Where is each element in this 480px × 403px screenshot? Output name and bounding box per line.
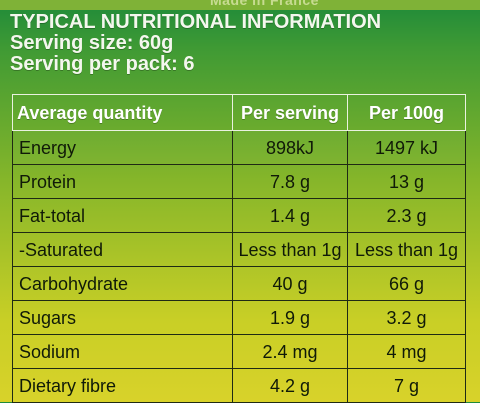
row-per-100g: 2.3 g	[347, 198, 466, 233]
header-per-serving: Per serving	[232, 94, 348, 131]
made-in-text: Made in France	[210, 0, 319, 8]
header-per-100g: Per 100g	[347, 94, 466, 131]
nutrition-table: Average quantity Per serving Per 100g En…	[12, 94, 466, 403]
nutrition-title: TYPICAL NUTRITIONAL INFORMATION	[10, 11, 382, 33]
nutrition-heading: TYPICAL NUTRITIONAL INFORMATION Serving …	[10, 12, 381, 75]
row-per-serving: 2.4 mg	[232, 334, 348, 369]
row-per-serving: 7.8 g	[232, 164, 348, 199]
row-per-100g: 7 g	[347, 368, 466, 403]
table-row: Protein 7.8 g 13 g	[12, 164, 466, 199]
row-per-100g: 13 g	[347, 164, 466, 199]
row-label: Energy	[12, 130, 233, 165]
table-row: Sodium 2.4 mg 4 mg	[12, 334, 466, 369]
row-label: Carbohydrate	[12, 266, 233, 301]
row-label: Sugars	[12, 300, 233, 335]
row-label: -Saturated	[12, 232, 233, 267]
serving-size: Serving size: 60g	[10, 32, 174, 54]
row-per-100g: 3.2 g	[347, 300, 466, 335]
table-row: Energy 898kJ 1497 kJ	[12, 130, 466, 165]
row-label: Sodium	[12, 334, 233, 369]
row-label: Fat-total	[12, 198, 233, 233]
row-per-serving: 1.4 g	[232, 198, 348, 233]
table-row: Carbohydrate 40 g 66 g	[12, 266, 466, 301]
row-per-serving: 898kJ	[232, 130, 348, 165]
table-row: Dietary fibre 4.2 g 7 g	[12, 368, 466, 403]
row-label: Protein	[12, 164, 233, 199]
table-row: -Saturated Less than 1g Less than 1g	[12, 232, 466, 267]
row-label: Dietary fibre	[12, 368, 233, 403]
table-row: Fat-total 1.4 g 2.3 g	[12, 198, 466, 233]
row-per-100g: 66 g	[347, 266, 466, 301]
row-per-100g: 4 mg	[347, 334, 466, 369]
row-per-100g: 1497 kJ	[347, 130, 466, 165]
row-per-serving: 1.9 g	[232, 300, 348, 335]
table-row: Sugars 1.9 g 3.2 g	[12, 300, 466, 335]
servings-per-pack: Serving per pack: 6	[10, 53, 195, 75]
header-average-quantity: Average quantity	[12, 94, 233, 131]
row-per-serving: 40 g	[232, 266, 348, 301]
row-per-100g: Less than 1g	[347, 232, 466, 267]
row-per-serving: Less than 1g	[232, 232, 348, 267]
table-header-row: Average quantity Per serving Per 100g	[12, 94, 466, 131]
top-strip: Made in France	[0, 0, 480, 10]
row-per-serving: 4.2 g	[232, 368, 348, 403]
